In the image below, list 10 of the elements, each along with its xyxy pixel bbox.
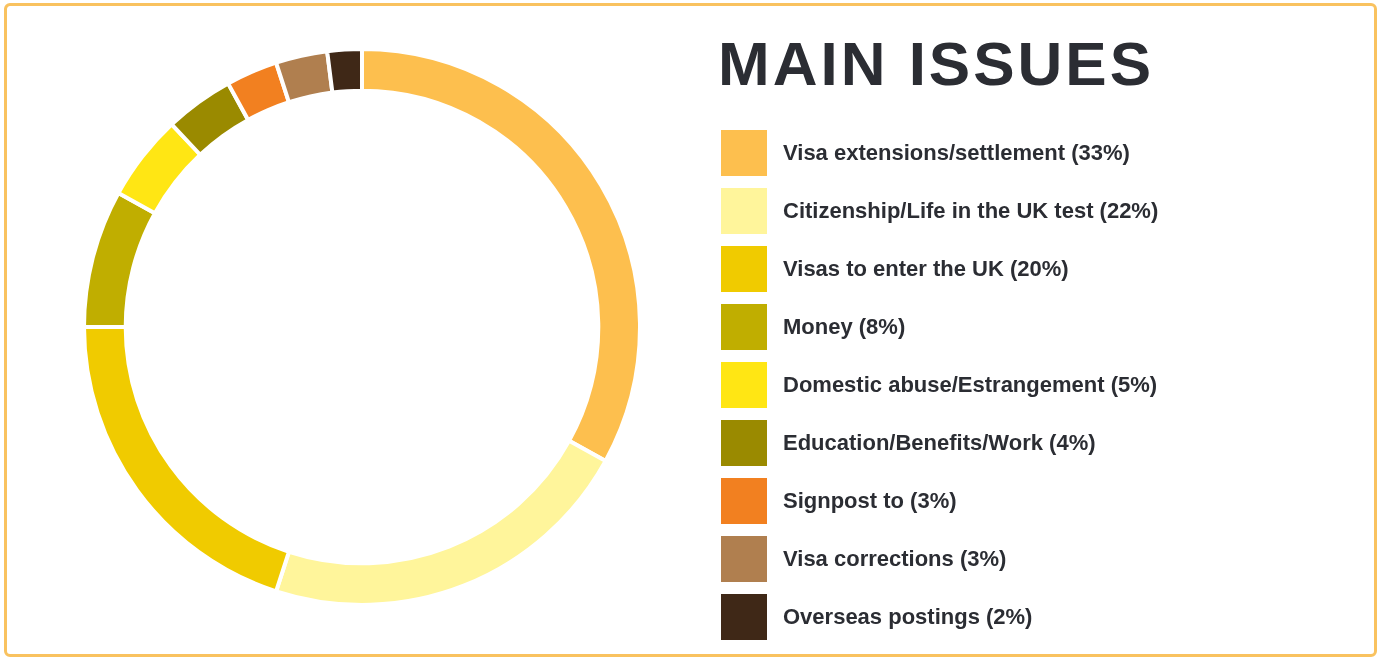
legend-label: Overseas postings (2%): [783, 604, 1033, 630]
legend-label: Visa extensions/settlement (33%): [783, 140, 1130, 166]
chart-title: MAIN ISSUES: [718, 28, 1155, 99]
legend-label: Signpost to (3%): [783, 488, 957, 514]
legend-label: Education/Benefits/Work (4%): [783, 430, 1096, 456]
legend-label: Citizenship/Life in the UK test (22%): [783, 198, 1159, 224]
legend-label: Domestic abuse/Estrangement (5%): [783, 372, 1158, 398]
legend-label: Visas to enter the UK (20%): [783, 256, 1069, 282]
legend-label: Money (8%): [783, 314, 906, 340]
legend-label: Visa corrections (3%): [783, 546, 1007, 572]
